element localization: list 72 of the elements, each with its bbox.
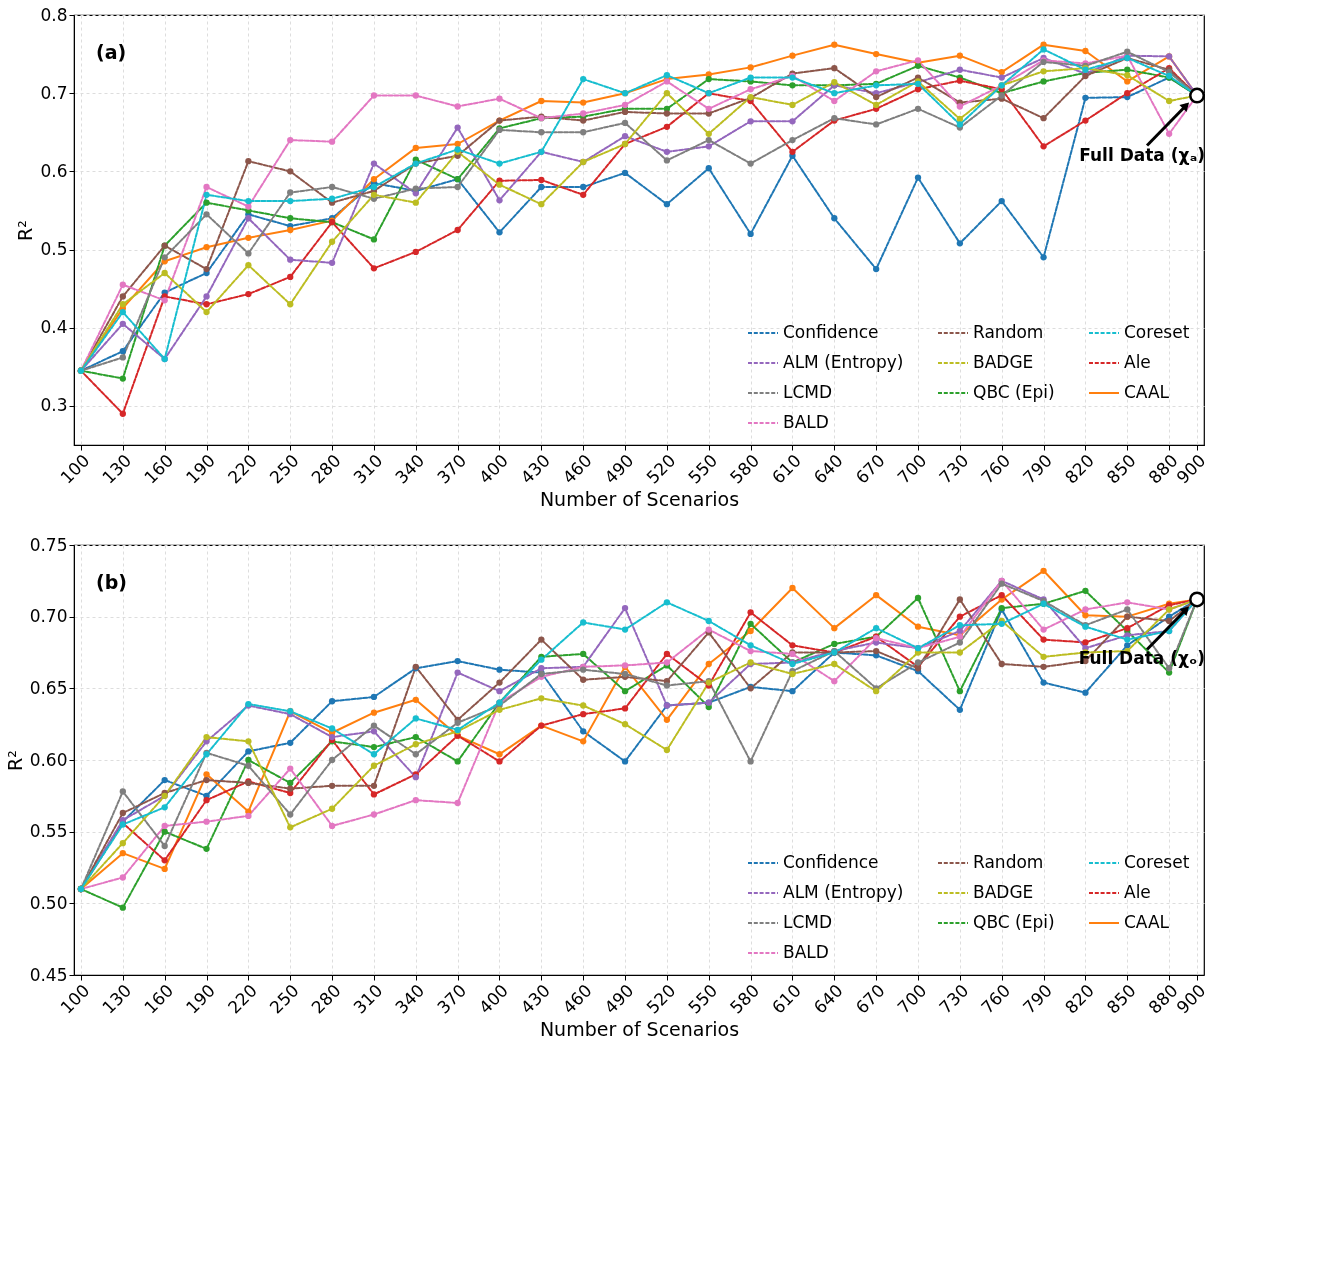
y-tick-label: 0.55 (29, 821, 68, 842)
x-tick-label: 640 (809, 450, 847, 488)
y-tick-label: 0.6 (40, 160, 68, 181)
legend-label: BALD (783, 942, 829, 962)
x-tick-label: 490 (600, 980, 638, 1018)
legend-label: QBC (Epi) (973, 912, 1055, 932)
x-tick-label: 700 (893, 450, 931, 488)
y-axis-title: R² (3, 750, 26, 771)
legend-label: Random (973, 322, 1044, 342)
x-tick-label: 730 (935, 450, 973, 488)
x-tick-label: 610 (767, 980, 805, 1018)
legend-label: Coreset (1124, 322, 1190, 342)
legend-label: ALM (Entropy) (783, 352, 904, 372)
y-tick-label: 0.3 (40, 395, 68, 416)
x-tick-label: 130 (98, 980, 136, 1018)
legend-label: ALM (Entropy) (783, 882, 904, 902)
legend-label: CAAL (1124, 382, 1170, 402)
y-tick-label: 0.75 (29, 534, 68, 555)
x-tick-label: 460 (558, 450, 596, 488)
x-tick-label: 400 (474, 980, 513, 1018)
x-tick-label: 790 (1019, 450, 1057, 488)
legend-label: Ale (1124, 352, 1151, 372)
legend-label: Confidence (783, 852, 879, 872)
y-tick-label: 0.50 (29, 892, 68, 913)
annotation: Full Data (χₐ) (1079, 144, 1206, 165)
y-tick-label: 0.70 (29, 606, 68, 627)
x-tick-label: 820 (1060, 450, 1098, 488)
x-tick-label: 730 (935, 980, 973, 1018)
x-tick-label: 400 (474, 450, 513, 488)
x-tick-label: 130 (98, 450, 136, 488)
y-axis-title: R² (14, 220, 37, 241)
x-tick-label: 490 (600, 450, 638, 488)
legend-label: QBC (Epi) (973, 382, 1055, 402)
legend-label: LCMD (783, 382, 833, 402)
legend-label: Random (973, 852, 1044, 872)
x-tick-label: 100 (56, 450, 94, 488)
annotation: (b) (96, 571, 127, 593)
x-tick-label: 640 (809, 980, 847, 1018)
x-tick-label: 760 (977, 450, 1015, 488)
y-tick-label: 0.8 (40, 4, 68, 25)
legend-label: Ale (1124, 882, 1151, 902)
annotation: (a) (96, 41, 127, 63)
y-tick-label: 0.65 (29, 677, 68, 698)
x-tick-label: 610 (767, 450, 805, 488)
legend-label: CAAL (1124, 912, 1170, 932)
x-tick-label: 760 (977, 980, 1015, 1018)
x-tick-label: 430 (516, 450, 554, 488)
y-tick-label: 0.60 (29, 749, 68, 770)
x-tick-label: 190 (181, 980, 220, 1018)
y-tick-label: 0.7 (40, 82, 68, 103)
x-tick-label: 670 (851, 980, 889, 1018)
x-tick-label: 790 (1019, 980, 1057, 1018)
legend-label: BADGE (973, 352, 1034, 372)
x-axis-title: Number of Scenarios (539, 487, 740, 510)
x-tick-label: 460 (558, 980, 596, 1018)
legend-label: BALD (783, 412, 829, 432)
x-tick-label: 820 (1060, 980, 1098, 1018)
legend-label: BADGE (973, 882, 1034, 902)
x-tick-label: 670 (851, 450, 889, 488)
x-tick-label: 160 (140, 450, 178, 488)
y-tick-label: 0.4 (40, 317, 68, 338)
x-tick-label: 850 (1102, 980, 1140, 1018)
legend-label: Confidence (783, 322, 879, 342)
x-tick-label: 850 (1102, 450, 1140, 488)
x-tick-label: 700 (893, 980, 931, 1018)
x-tick-label: 430 (516, 980, 554, 1018)
x-axis-title: Number of Scenarios (539, 1017, 740, 1040)
y-tick-label: 0.5 (40, 239, 68, 260)
x-tick-label: 160 (140, 980, 178, 1018)
x-tick-label: 190 (181, 450, 220, 488)
legend-label: LCMD (783, 912, 833, 932)
legend-label: Coreset (1124, 852, 1190, 872)
